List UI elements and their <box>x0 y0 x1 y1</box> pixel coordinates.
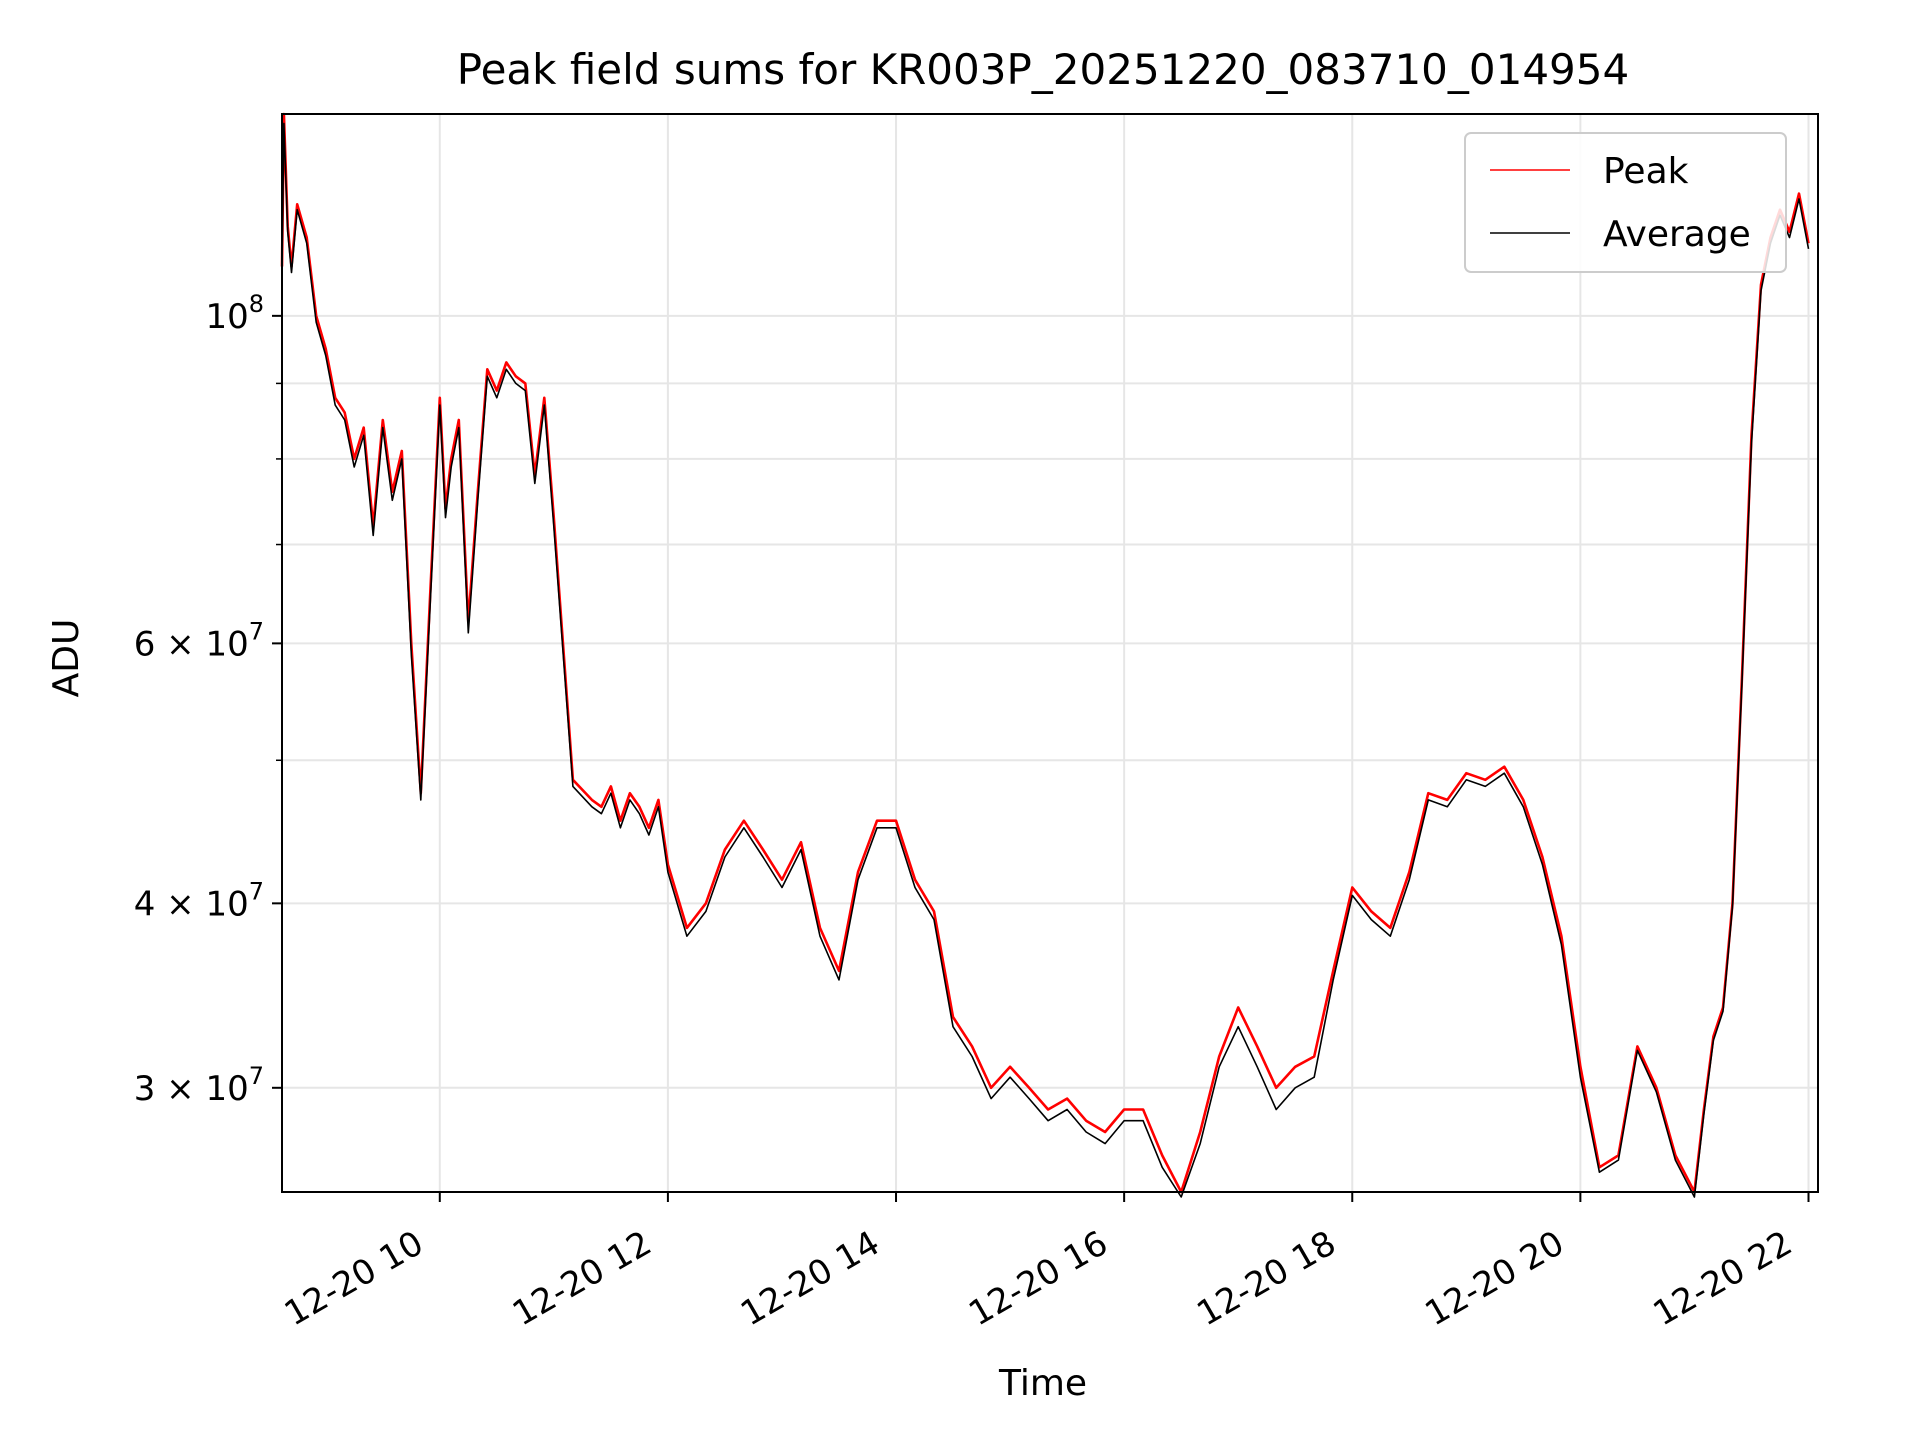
chart-title: Peak field sums for KR003P_20251220_0837… <box>457 45 1629 94</box>
series-lines <box>280 112 1810 1198</box>
legend-label-average: Average <box>1603 214 1751 255</box>
x-axis-label: Time <box>998 1363 1087 1404</box>
y-tick-label: 6 × 107 <box>134 617 264 664</box>
y-tick-label: 108 <box>205 290 264 337</box>
y-tick-label: 4 × 107 <box>134 877 264 924</box>
series-line-average <box>281 122 1810 1198</box>
y-tick-label: 3 × 107 <box>134 1062 264 1109</box>
legend-box <box>1464 132 1787 273</box>
y-axis-label: ADU <box>46 619 87 698</box>
legend-label-peak: Peak <box>1603 151 1689 192</box>
grid-lines <box>282 114 1818 1192</box>
plot-frame <box>281 113 1819 1193</box>
legend: Peak Average <box>1464 132 1787 273</box>
